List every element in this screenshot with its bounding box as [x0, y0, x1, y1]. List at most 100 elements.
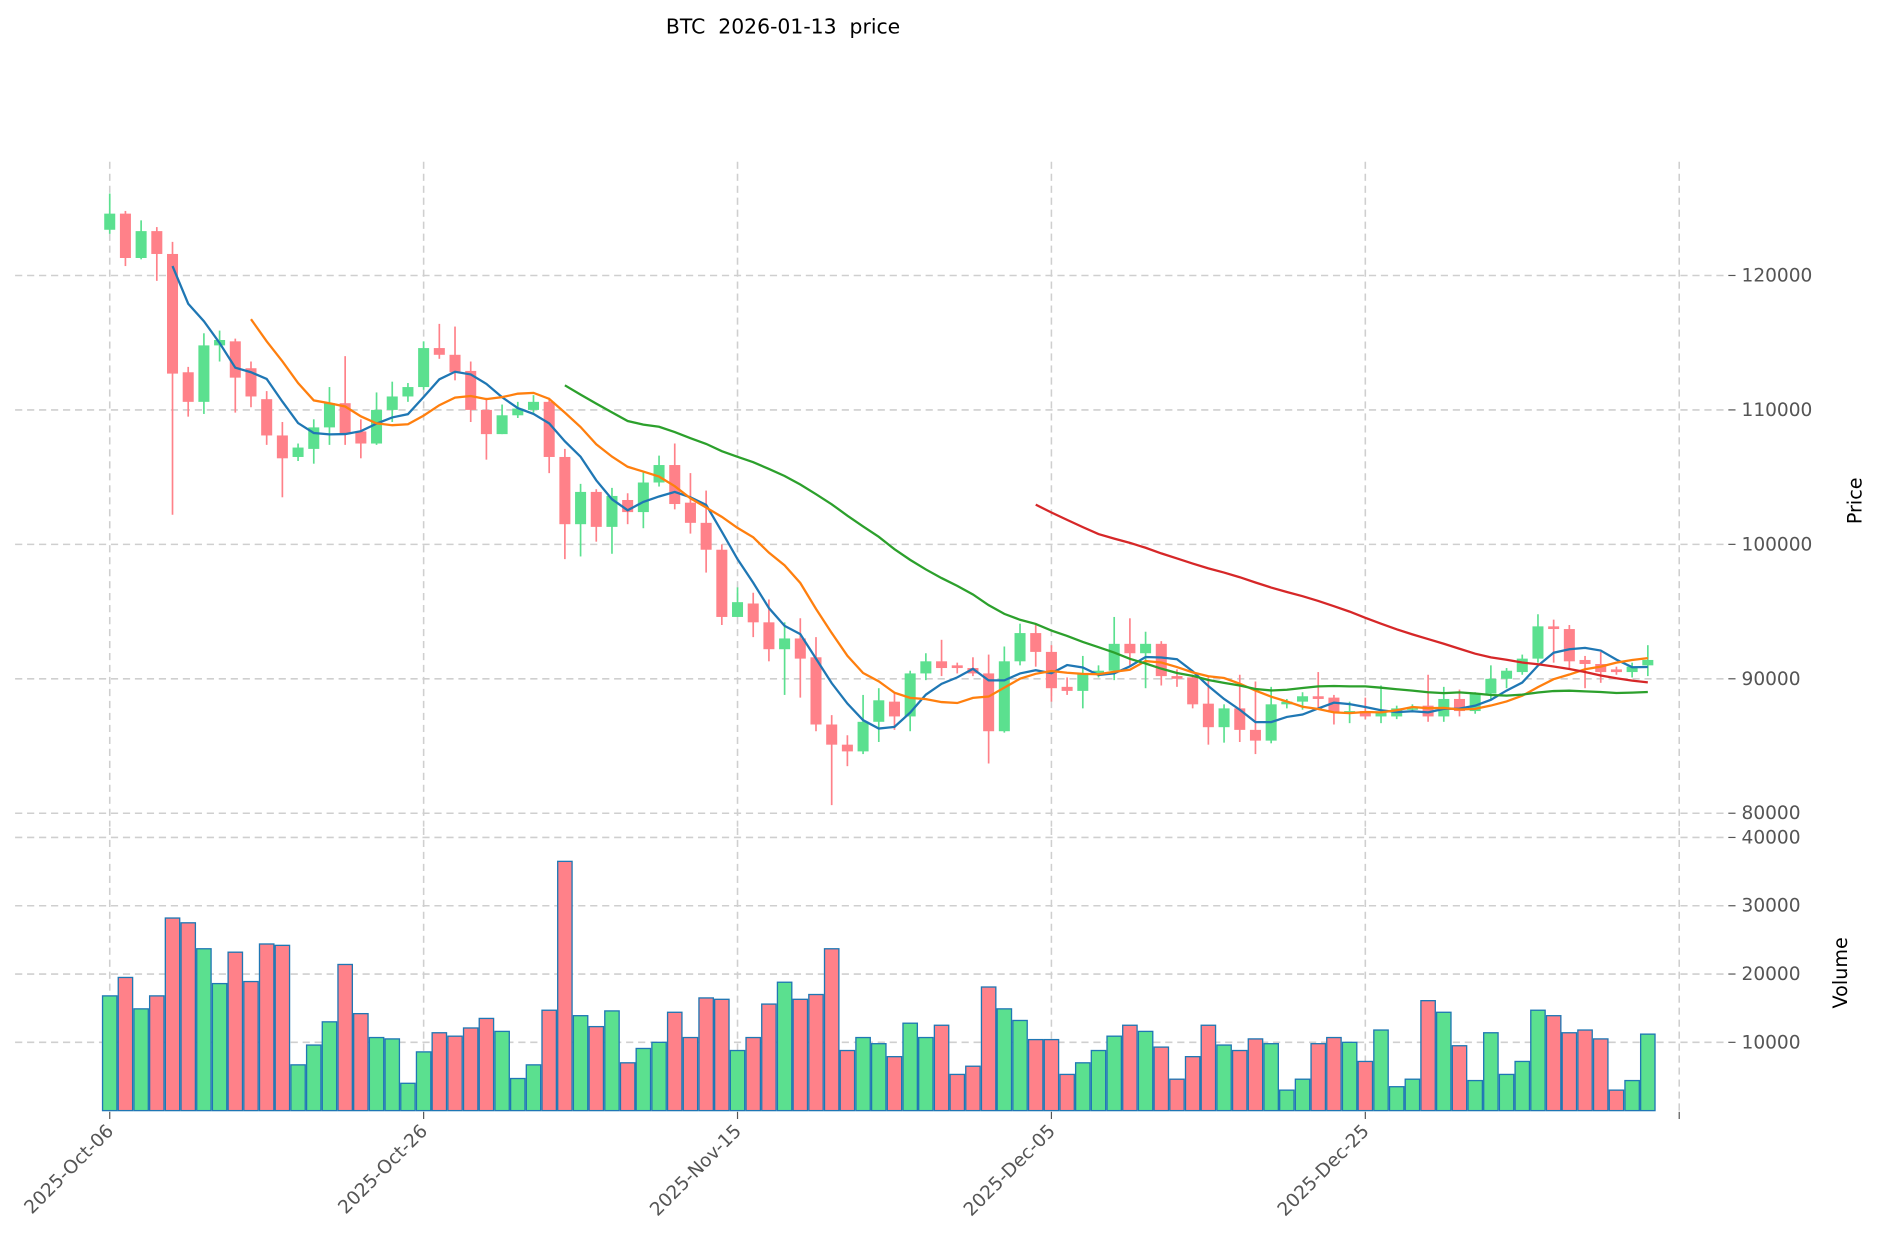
candle — [888, 692, 900, 730]
volume-bar — [713, 998, 730, 1112]
candle-body — [167, 253, 179, 374]
volume-bar — [541, 1009, 558, 1112]
candle-body — [1297, 696, 1309, 702]
candle-body — [1485, 678, 1497, 694]
candle — [1563, 625, 1575, 669]
candle-body — [119, 213, 131, 258]
volume-tick-label: 20000 — [1742, 964, 1801, 985]
volume-bar — [761, 1003, 777, 1112]
volume-bar — [823, 948, 840, 1112]
candle-body — [1124, 643, 1136, 654]
volume-bar — [745, 1036, 762, 1112]
candle — [527, 395, 540, 413]
candle — [339, 356, 351, 445]
price-candles — [104, 193, 1654, 806]
candle — [653, 455, 665, 487]
candle-body — [1328, 697, 1340, 713]
volume-bar — [1137, 1030, 1154, 1112]
candle — [402, 383, 414, 402]
candle-body — [841, 744, 853, 752]
ma60-line — [1035, 503, 1648, 684]
candle-body — [684, 502, 696, 523]
candle-body — [779, 638, 791, 650]
candle — [496, 404, 508, 435]
candle-body — [1501, 670, 1513, 679]
candle-body — [951, 665, 963, 669]
candle — [873, 688, 885, 742]
volume-bar — [729, 1049, 746, 1112]
candle — [747, 592, 759, 638]
volume-bar — [1153, 1046, 1170, 1112]
candle-body — [1108, 643, 1120, 671]
candle-body — [888, 701, 900, 717]
volume-bar — [1027, 1038, 1044, 1112]
candle-body — [1375, 712, 1387, 717]
candle — [1030, 623, 1042, 667]
candle — [386, 381, 398, 423]
candle — [1108, 616, 1120, 681]
candle-body — [402, 387, 414, 397]
candle — [355, 419, 367, 459]
candle-body — [449, 354, 461, 373]
candle — [245, 361, 257, 408]
candle-body — [371, 409, 383, 444]
candle-body — [386, 396, 398, 410]
candle-body — [433, 348, 445, 355]
candle-body — [182, 372, 194, 402]
volume-bar — [1498, 1073, 1515, 1112]
candle-body — [967, 668, 979, 674]
candle-body — [669, 465, 681, 505]
volume-bar — [1263, 1043, 1279, 1112]
volume-bar — [1608, 1089, 1625, 1112]
volume-bar — [1122, 1024, 1138, 1112]
candle — [1548, 619, 1560, 663]
volume-tick-label: 40000 — [1742, 827, 1801, 848]
candle — [480, 397, 492, 460]
candle-body — [1281, 701, 1293, 705]
volume-bar — [211, 982, 228, 1112]
volume-bar — [1514, 1060, 1531, 1112]
volume-bar — [1624, 1079, 1640, 1112]
volume-bar — [776, 981, 793, 1112]
volume-bar — [949, 1073, 966, 1112]
candle — [308, 419, 320, 464]
volume-bar — [1341, 1041, 1358, 1112]
candle — [904, 670, 916, 732]
candle — [622, 493, 634, 525]
volume-bar — [808, 993, 824, 1112]
candle-body — [339, 403, 351, 435]
volume-bar — [1545, 1015, 1562, 1112]
candle-body — [983, 673, 995, 732]
volume-bar — [290, 1064, 306, 1112]
volume-bar — [572, 1015, 589, 1112]
candle — [1312, 672, 1324, 709]
candle — [920, 653, 932, 681]
candle-body — [920, 661, 932, 674]
volume-bar — [980, 986, 997, 1112]
candle-body — [1202, 703, 1214, 728]
candle-body — [575, 491, 587, 525]
candle-body — [1218, 708, 1230, 728]
candle-body — [810, 657, 822, 725]
candle — [669, 443, 681, 510]
volume-bars — [101, 860, 1656, 1112]
candle-body — [151, 231, 163, 254]
volume-bar — [1592, 1038, 1609, 1112]
candle-body — [308, 427, 320, 449]
candle — [1501, 668, 1513, 689]
volume-bar — [1388, 1086, 1405, 1112]
candle-body — [1344, 711, 1356, 713]
volume-bar — [462, 1027, 479, 1112]
volume-bar — [1043, 1038, 1060, 1112]
volume-bar — [1561, 1032, 1578, 1112]
candle-body — [543, 401, 555, 457]
candle — [1218, 704, 1230, 743]
volume-bar — [588, 1025, 605, 1112]
volume-bar — [1373, 1029, 1389, 1112]
volume-bar — [1106, 1035, 1123, 1112]
candle-body — [323, 403, 335, 428]
volume-bar — [933, 1024, 950, 1112]
candle — [292, 443, 304, 462]
candle-body — [1061, 686, 1073, 691]
candle-body — [998, 661, 1010, 732]
